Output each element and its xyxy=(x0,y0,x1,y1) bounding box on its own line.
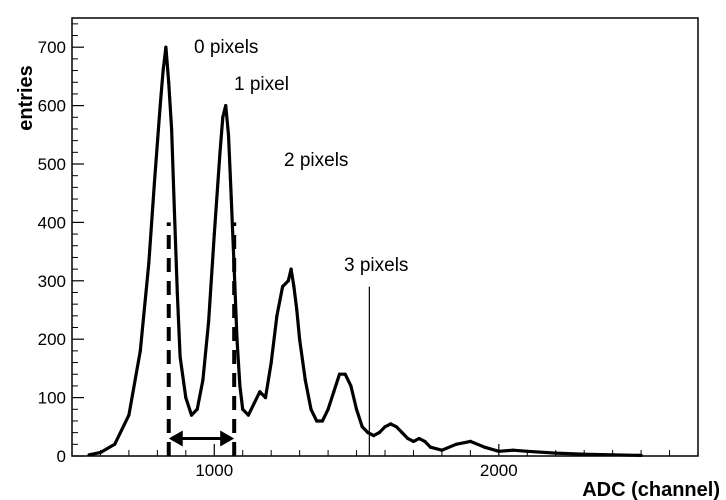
data-point xyxy=(152,179,157,184)
data-point xyxy=(201,378,205,382)
y-tick-label: 700 xyxy=(38,38,66,57)
data-point xyxy=(394,425,398,429)
data-point xyxy=(295,308,299,312)
data-point xyxy=(354,407,359,411)
data-series xyxy=(87,45,643,457)
data-point xyxy=(303,378,307,382)
data-point xyxy=(229,197,233,201)
data-point xyxy=(417,436,421,441)
data-point xyxy=(366,431,370,435)
data-point xyxy=(167,80,171,84)
data-point xyxy=(406,436,410,441)
data-point xyxy=(207,320,211,324)
data-point xyxy=(286,279,290,283)
data-point xyxy=(238,384,242,388)
data-point xyxy=(172,209,176,213)
data-point xyxy=(164,45,168,49)
data-point xyxy=(292,285,296,289)
data-point xyxy=(138,349,142,353)
data-point xyxy=(377,431,381,435)
data-point xyxy=(349,384,353,388)
data-point xyxy=(269,361,273,365)
data-point xyxy=(241,407,245,411)
data-point xyxy=(224,104,228,108)
data-point xyxy=(263,396,268,400)
data-point xyxy=(189,413,194,417)
data-point xyxy=(400,431,404,435)
data-point xyxy=(289,267,293,271)
data-point xyxy=(226,133,231,137)
x-axis: 1000 2000 xyxy=(99,444,671,480)
data-point xyxy=(212,232,216,236)
x-axis-title: ADC (channel) xyxy=(582,479,720,500)
data-point xyxy=(389,422,393,426)
data-point xyxy=(184,396,188,400)
y-tick-label: 400 xyxy=(38,213,66,232)
y-tick-label: 300 xyxy=(38,272,66,291)
data-point xyxy=(281,285,285,289)
data-point xyxy=(360,425,364,429)
y-tick-label: 200 xyxy=(38,330,66,349)
data-point xyxy=(372,434,376,438)
data-point xyxy=(178,355,182,359)
data-point xyxy=(252,401,256,405)
data-point xyxy=(454,442,458,446)
data-point xyxy=(258,390,262,394)
data-point xyxy=(127,413,131,417)
y-axis-title: entries xyxy=(15,65,37,131)
data-point xyxy=(113,442,117,446)
y-tick-label: 100 xyxy=(38,389,66,408)
data-point xyxy=(175,290,179,295)
peak-markers xyxy=(166,222,237,456)
data-point xyxy=(275,314,279,318)
data-point xyxy=(326,407,330,411)
data-point xyxy=(218,150,222,154)
series-line xyxy=(88,45,642,457)
data-point xyxy=(309,407,313,411)
data-point xyxy=(161,69,165,73)
data-point xyxy=(383,425,387,429)
data-point xyxy=(246,413,250,417)
spacing-arrow-right-head xyxy=(220,430,235,447)
annotation-2-pixels: 2 pixels xyxy=(284,150,348,171)
spacing-arrow-left-head xyxy=(168,430,183,447)
data-point xyxy=(315,419,319,423)
data-point xyxy=(195,407,199,411)
y-tick-label: 0 xyxy=(57,447,66,466)
data-point xyxy=(337,372,342,376)
annotation-1-pixel: 1 pixel xyxy=(234,74,289,95)
annotation-3-pixels: 3 pixels xyxy=(344,255,408,276)
data-point xyxy=(511,448,515,452)
data-point xyxy=(158,104,162,108)
x-tick-label: 2000 xyxy=(480,461,518,480)
y-axis: 0 100 200 300 400 500 600 700 xyxy=(38,23,84,466)
data-point xyxy=(320,419,324,423)
y-tick-label: 600 xyxy=(38,97,66,116)
y-tick-label: 500 xyxy=(38,155,66,174)
data-point xyxy=(298,337,302,341)
plot-frame xyxy=(71,17,699,457)
data-point xyxy=(428,445,433,449)
data-point xyxy=(147,261,151,265)
x-tick-label: 1000 xyxy=(195,461,233,480)
data-point xyxy=(332,390,336,394)
annotation-0-pixels: 0 pixels xyxy=(194,37,258,58)
data-point xyxy=(343,372,347,376)
data-point xyxy=(483,445,487,449)
data-point xyxy=(423,439,427,443)
data-point xyxy=(411,439,416,443)
data-point xyxy=(468,439,472,443)
data-point xyxy=(170,127,174,131)
data-point xyxy=(235,337,239,341)
data-point xyxy=(221,115,225,119)
